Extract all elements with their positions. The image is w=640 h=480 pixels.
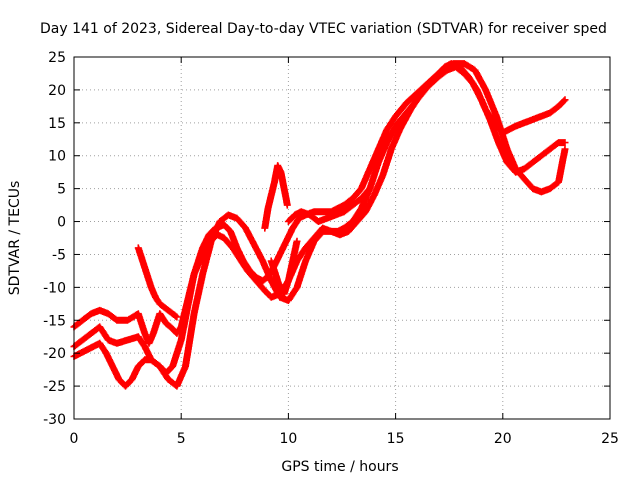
y-tick-label: -25 <box>43 379 66 395</box>
series-track-g <box>284 185 374 225</box>
y-tick-label: -15 <box>43 313 66 329</box>
y-tick-label: 15 <box>48 116 66 132</box>
x-tick-label: 25 <box>601 431 619 447</box>
x-tick-label: 10 <box>279 431 297 447</box>
y-axis-label: SDTVAR / TECUs <box>7 181 23 296</box>
series-markers <box>267 237 301 298</box>
y-tick-label: 10 <box>48 149 66 165</box>
y-tick-label: -20 <box>43 346 66 362</box>
plot-frame <box>73 56 611 420</box>
series-markers <box>261 162 291 232</box>
y-tick-label: 25 <box>48 50 66 66</box>
series-markers <box>284 185 374 225</box>
y-tick-label: -5 <box>52 247 66 263</box>
x-axis-label: GPS time / hours <box>281 459 398 475</box>
y-tick-label: 20 <box>48 83 66 99</box>
x-tick-label: 0 <box>70 431 79 447</box>
series-track-f <box>267 237 301 298</box>
data-series <box>70 60 569 390</box>
x-tick-label: 5 <box>177 431 186 447</box>
series-track-e <box>261 162 291 232</box>
y-tick-label: 5 <box>57 182 66 198</box>
axis-ticks: 0 5 10 15 20 25 -30 -25 -20 -15 -10 -5 0 5 10 15 20 25 <box>43 50 619 447</box>
x-tick-label: 20 <box>494 431 512 447</box>
chart-title: Day 141 of 2023, Sidereal Day-to-day VTE… <box>40 21 607 37</box>
series-track-d <box>134 244 181 321</box>
y-tick-label: -30 <box>43 412 66 428</box>
y-tick-label: 0 <box>57 215 66 231</box>
series-markers <box>134 244 181 321</box>
x-tick-label: 15 <box>387 431 405 447</box>
y-tick-label: -10 <box>43 280 66 296</box>
